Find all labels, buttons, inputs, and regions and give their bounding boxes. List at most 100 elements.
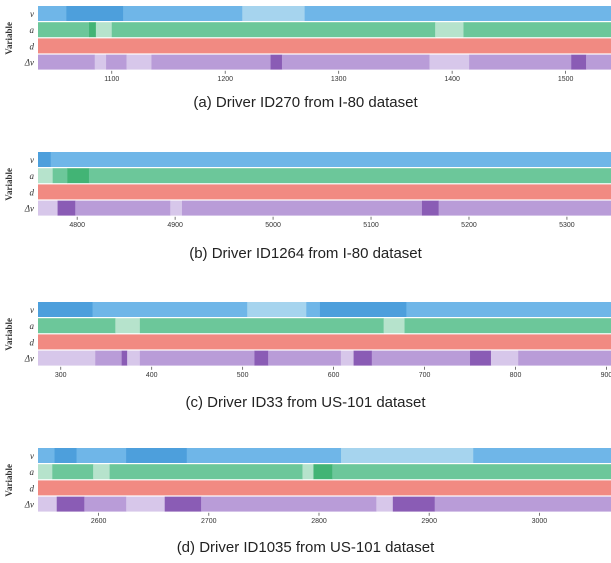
cell-dv-8 xyxy=(353,350,373,366)
x-tick-label: 4900 xyxy=(167,222,183,228)
row-label-dv: Δv xyxy=(24,500,34,510)
row-label-v: v xyxy=(30,305,34,315)
chart-c: vadΔvVariable300400500600700800900FrameI… xyxy=(4,302,611,378)
cell-dv-10 xyxy=(586,54,611,70)
cell-dv-2 xyxy=(121,350,128,366)
cell-d-0 xyxy=(38,334,611,350)
cell-v-0 xyxy=(38,302,93,317)
chart-a: vadΔvVariable11001200130014001500FrameID xyxy=(4,6,611,82)
x-tick-label: 2700 xyxy=(201,518,217,524)
cell-dv-0 xyxy=(38,350,96,366)
cell-d-0 xyxy=(38,38,611,54)
cell-dv-9 xyxy=(371,350,471,366)
cell-dv-5 xyxy=(270,54,283,70)
row-label-dv: Δv xyxy=(24,58,34,68)
cell-a-4 xyxy=(302,464,314,480)
cell-a-1 xyxy=(115,318,141,334)
cell-dv-2 xyxy=(106,54,127,70)
cell-dv-6 xyxy=(438,200,611,216)
cell-dv-4 xyxy=(164,496,202,512)
x-tick-label: 5300 xyxy=(559,222,575,228)
cell-dv-2 xyxy=(84,496,127,512)
cell-dv-1 xyxy=(57,200,76,216)
cell-a-6 xyxy=(332,464,611,480)
cell-v-3 xyxy=(126,448,188,463)
x-tick-label: 5100 xyxy=(363,222,379,228)
cell-a-3 xyxy=(383,318,405,334)
row-label-a: a xyxy=(30,25,35,35)
cell-a-4 xyxy=(435,22,464,38)
cell-dv-2 xyxy=(75,200,171,216)
cell-dv-0 xyxy=(38,200,58,216)
caption-c: (c) Driver ID33 from US-101 dataset xyxy=(185,394,426,411)
cell-dv-6 xyxy=(268,350,342,366)
cell-a-0 xyxy=(38,168,54,184)
cell-v-4 xyxy=(186,448,342,463)
cell-dv-6 xyxy=(376,496,394,512)
chart-panel-a: vadΔvVariable11001200130014001500FrameID xyxy=(0,0,611,82)
row-label-dv: Δv xyxy=(24,204,34,214)
cell-a-2 xyxy=(95,22,113,38)
cell-dv-3 xyxy=(126,496,166,512)
cell-dv-1 xyxy=(94,54,107,70)
cell-dv-8 xyxy=(469,54,572,70)
x-tick-label: 1400 xyxy=(444,76,460,82)
cell-a-1 xyxy=(89,22,97,38)
cell-dv-12 xyxy=(518,350,611,366)
x-tick-label: 600 xyxy=(328,372,340,378)
x-tick-label: 3000 xyxy=(532,518,548,524)
cell-v-0 xyxy=(38,448,55,463)
x-tick-label: 300 xyxy=(55,372,67,378)
cell-dv-3 xyxy=(126,54,152,70)
cell-a-3 xyxy=(109,464,303,480)
chart-d: vadΔvVariable26002700280029003000FrameID xyxy=(4,448,611,524)
row-label-v: v xyxy=(30,9,34,19)
cell-dv-0 xyxy=(38,54,96,70)
row-label-dv: Δv xyxy=(24,354,34,364)
cell-a-5 xyxy=(313,464,333,480)
x-tick-label: 1100 xyxy=(104,76,119,82)
cell-v-0 xyxy=(38,152,52,167)
row-label-a: a xyxy=(30,467,35,477)
y-axis-label: Variable xyxy=(4,168,14,201)
cell-dv-7 xyxy=(340,350,354,366)
cell-v-1 xyxy=(50,152,611,167)
y-axis-label: Variable xyxy=(4,464,14,497)
x-tick-label: 1300 xyxy=(331,76,347,82)
cell-a-0 xyxy=(38,318,116,334)
cell-a-1 xyxy=(52,168,68,184)
x-tick-label: 2900 xyxy=(421,518,437,524)
row-label-d: d xyxy=(30,187,35,197)
cell-dv-5 xyxy=(421,200,440,216)
cell-a-0 xyxy=(38,464,53,480)
y-axis-label: Variable xyxy=(4,22,14,55)
x-tick-label: 2800 xyxy=(311,518,327,524)
row-label-v: v xyxy=(30,451,34,461)
x-tick-label: 500 xyxy=(237,372,249,378)
cell-v-5 xyxy=(341,448,474,463)
x-tick-label: 700 xyxy=(419,372,431,378)
cell-a-2 xyxy=(67,168,90,184)
cell-v-1 xyxy=(92,302,248,317)
cell-dv-9 xyxy=(571,54,587,70)
cell-v-2 xyxy=(76,448,127,463)
cell-dv-4 xyxy=(151,54,272,70)
x-tick-label: 2600 xyxy=(91,518,107,524)
cell-a-1 xyxy=(52,464,94,480)
x-tick-label: 800 xyxy=(510,372,522,378)
caption-b: (b) Driver ID1264 from I-80 dataset xyxy=(189,245,422,262)
row-label-d: d xyxy=(30,483,35,493)
cell-v-5 xyxy=(406,302,611,317)
cell-dv-4 xyxy=(181,200,423,216)
cell-a-2 xyxy=(139,318,385,334)
x-tick-label: 1200 xyxy=(217,76,233,82)
cell-dv-4 xyxy=(139,350,255,366)
cell-a-4 xyxy=(404,318,611,334)
cell-dv-3 xyxy=(170,200,183,216)
y-axis-label: Variable xyxy=(4,318,14,351)
cell-dv-1 xyxy=(56,496,85,512)
cell-dv-5 xyxy=(201,496,377,512)
cell-v-4 xyxy=(304,6,611,21)
cell-dv-0 xyxy=(38,496,58,512)
cell-dv-3 xyxy=(127,350,141,366)
